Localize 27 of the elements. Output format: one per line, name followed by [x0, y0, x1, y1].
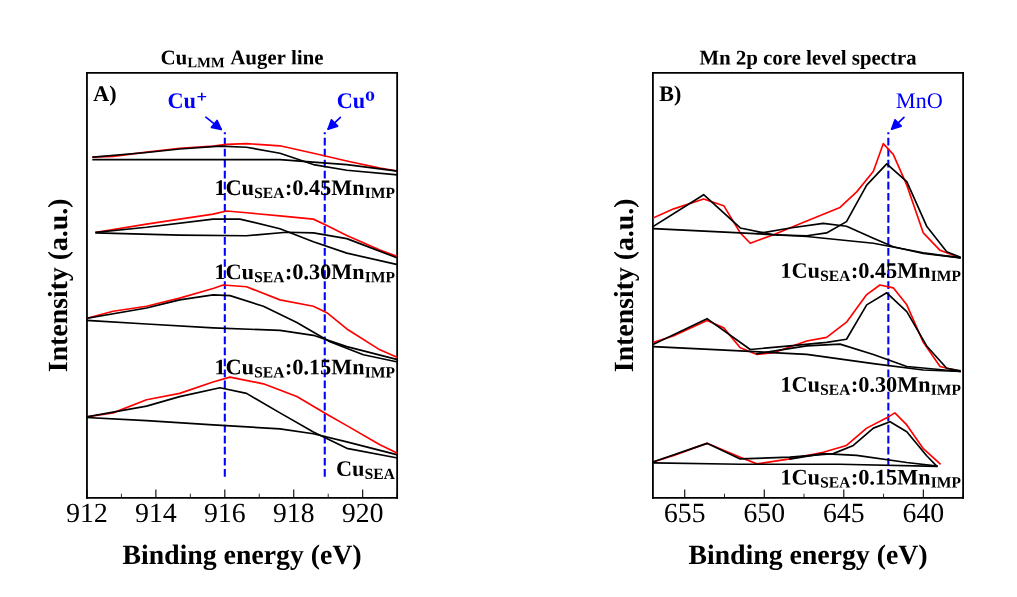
- annotation: 1Cu$_{SEA}$:0.45Mn$_{IMP}$: [782, 263, 961, 282]
- annotation: 1Cu$_{SEA}$:0.15Mn$_{IMP}$: [216, 359, 395, 378]
- y-axis-title: Intensity (a.u.): [613, 199, 640, 372]
- x-tick-label: 912: [67, 503, 107, 523]
- text: A): [93, 85, 116, 106]
- ref-line-label: Cu⁰: [337, 91, 375, 109]
- annotation: Cu$_{SEA}$: [337, 461, 395, 480]
- x-tick-label: 645: [824, 503, 864, 523]
- ref-line-label: Cu⁺: [168, 92, 207, 109]
- text: B): [659, 85, 681, 106]
- x-tick-label: 918: [273, 503, 314, 523]
- chart-title: Cu$_{LMM}$ Auger line: [161, 49, 323, 69]
- x-tick-label: 920: [342, 503, 383, 523]
- x-tick-label: 640: [903, 503, 944, 523]
- x-tick-label: 655: [665, 503, 705, 523]
- x-axis-title: Binding energy (eV): [688, 544, 927, 571]
- ref-line-label: MnO: [896, 93, 942, 109]
- y-axis-title: Intensity (a.u.): [47, 199, 74, 372]
- annotation: 1Cu$_{SEA}$:0.15Mn$_{IMP}$: [782, 469, 961, 488]
- annotation: 1Cu$_{SEA}$:0.30Mn$_{IMP}$: [216, 264, 395, 283]
- x-axis-title: Binding energy (eV): [122, 544, 361, 571]
- annotation: 1Cu$_{SEA}$:0.45Mn$_{IMP}$: [216, 180, 395, 199]
- x-tick-label: 916: [204, 503, 245, 523]
- x-tick-label: 650: [744, 503, 785, 523]
- chart-title: Mn 2p core level spectra: [699, 50, 917, 69]
- x-tick-label: 914: [135, 503, 177, 523]
- annotation: 1Cu$_{SEA}$:0.30Mn$_{IMP}$: [782, 376, 961, 395]
